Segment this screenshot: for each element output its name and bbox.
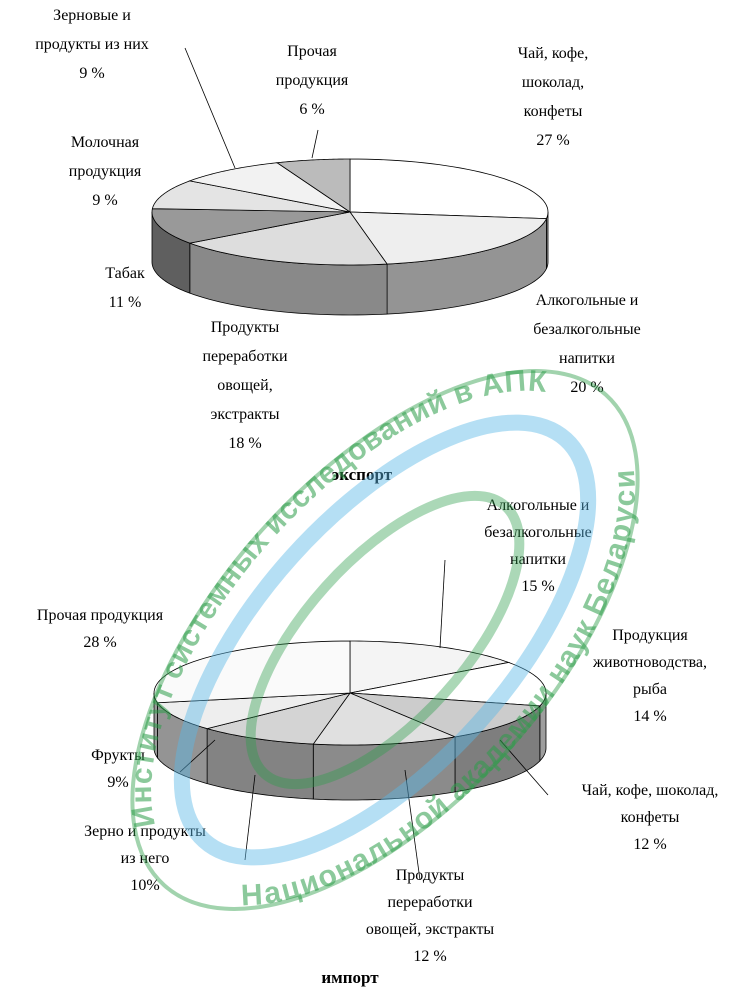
value-label: 27 % xyxy=(536,132,569,149)
slice-label: Алкогольные и безалкогольные напитки xyxy=(484,497,591,568)
slice xyxy=(349,662,547,707)
value-label: 9 % xyxy=(92,192,117,209)
slice xyxy=(349,692,541,738)
watermark-ring xyxy=(245,490,525,790)
slice-label: Прочая продукция xyxy=(276,43,349,89)
value-label: 15 % xyxy=(521,578,554,595)
slice xyxy=(188,211,388,266)
chart-title: импорт xyxy=(321,968,379,987)
slice-label: Чай, кофе, шоколад, конфеты xyxy=(518,45,589,120)
value-label: 14 % xyxy=(633,708,666,725)
slice xyxy=(156,692,351,730)
value-label: 20 % xyxy=(570,379,603,396)
leader-line xyxy=(244,774,256,861)
value-label: 18 % xyxy=(228,435,261,452)
value-label: 6 % xyxy=(299,101,324,118)
slice xyxy=(205,692,351,745)
pie-sides xyxy=(153,692,547,801)
slice xyxy=(349,640,511,694)
slice-label: Чай, кофе, шоколад, конфеты xyxy=(582,782,719,826)
value-label: 12 % xyxy=(633,836,666,853)
leader-line xyxy=(184,47,236,169)
slice-label: Молочная продукция xyxy=(69,134,142,180)
value-label: 12 % xyxy=(413,948,446,965)
value-label: 11 % xyxy=(109,294,142,311)
watermark-ring xyxy=(173,414,597,866)
slice xyxy=(349,211,548,265)
slice xyxy=(153,640,351,704)
chart-title: экспорт xyxy=(332,465,393,484)
pie-sides xyxy=(151,211,549,316)
watermark-ring xyxy=(130,369,640,911)
leader-line xyxy=(179,739,216,773)
leader-line xyxy=(311,129,319,159)
slice-label: Зерновые и продукты из них xyxy=(35,7,149,53)
value-label: 28 % xyxy=(83,634,116,651)
slice xyxy=(275,158,351,213)
slice-label: Зерно и продукты из него xyxy=(84,823,206,867)
leader-line xyxy=(439,559,446,649)
value-label: 9 % xyxy=(79,65,104,82)
slice-label: Фрукты xyxy=(91,747,145,764)
slice-label: Табак xyxy=(105,265,145,282)
slice xyxy=(151,208,351,244)
slice xyxy=(151,180,351,213)
slice-label: Продукция животноводства, рыба xyxy=(592,627,707,698)
slice-label: Продукты переработки овощей, экстракты xyxy=(366,867,495,938)
slice-label: Алкогольные и безалкогольные напитки xyxy=(533,292,640,367)
value-label: 10% xyxy=(130,877,159,894)
slice-label: Прочая продукция xyxy=(37,607,164,624)
leader-line xyxy=(499,739,549,796)
slice xyxy=(312,692,457,746)
slice-label: Продукты переработки овощей, экстракты xyxy=(202,319,288,423)
leader-line xyxy=(404,769,421,881)
slice xyxy=(188,162,351,213)
value-label: 9% xyxy=(107,774,128,791)
slice xyxy=(349,158,549,220)
